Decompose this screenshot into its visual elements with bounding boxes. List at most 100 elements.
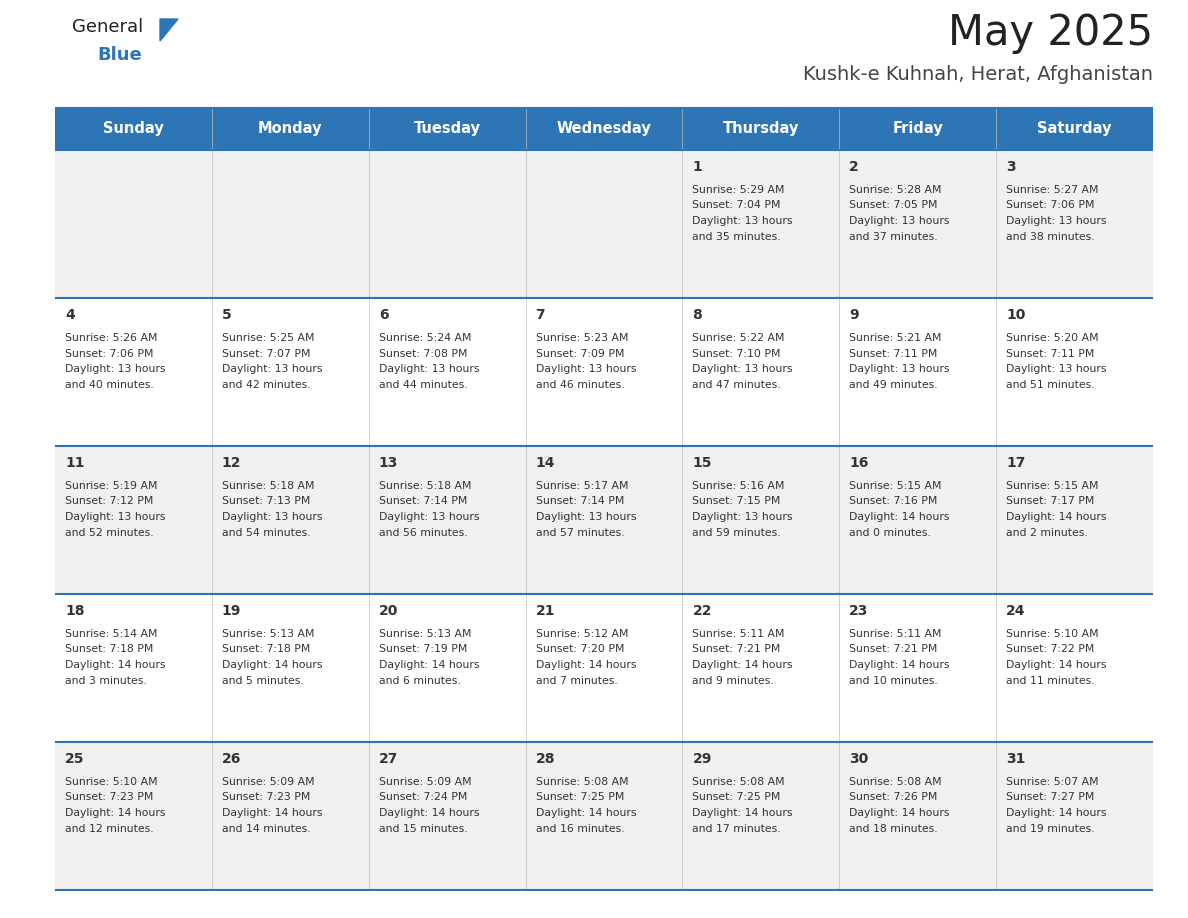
Text: Sunset: 7:06 PM: Sunset: 7:06 PM — [1006, 200, 1094, 210]
Text: Sunset: 7:27 PM: Sunset: 7:27 PM — [1006, 792, 1094, 802]
Text: Sunset: 7:08 PM: Sunset: 7:08 PM — [379, 349, 467, 359]
Text: 24: 24 — [1006, 604, 1025, 618]
Text: Sunset: 7:21 PM: Sunset: 7:21 PM — [693, 644, 781, 655]
Text: 30: 30 — [849, 752, 868, 766]
Text: Daylight: 13 hours: Daylight: 13 hours — [693, 512, 792, 522]
Text: Sunrise: 5:28 AM: Sunrise: 5:28 AM — [849, 185, 942, 195]
Text: Daylight: 13 hours: Daylight: 13 hours — [536, 364, 636, 374]
Text: 22: 22 — [693, 604, 712, 618]
Text: Monday: Monday — [258, 121, 322, 137]
Text: Sunset: 7:12 PM: Sunset: 7:12 PM — [65, 497, 153, 507]
Text: 28: 28 — [536, 752, 555, 766]
Text: Daylight: 14 hours: Daylight: 14 hours — [222, 808, 322, 818]
Text: and 19 minutes.: and 19 minutes. — [1006, 823, 1095, 834]
Text: and 42 minutes.: and 42 minutes. — [222, 379, 310, 389]
Text: Sunset: 7:09 PM: Sunset: 7:09 PM — [536, 349, 624, 359]
Bar — [55, 108, 1154, 150]
Text: Daylight: 14 hours: Daylight: 14 hours — [849, 660, 949, 670]
Text: Sunrise: 5:23 AM: Sunrise: 5:23 AM — [536, 333, 628, 343]
Text: Sunrise: 5:21 AM: Sunrise: 5:21 AM — [849, 333, 942, 343]
Text: and 9 minutes.: and 9 minutes. — [693, 676, 775, 686]
Text: Sunrise: 5:09 AM: Sunrise: 5:09 AM — [379, 777, 472, 787]
Text: Sunrise: 5:13 AM: Sunrise: 5:13 AM — [379, 629, 472, 639]
Text: Daylight: 13 hours: Daylight: 13 hours — [849, 364, 949, 374]
Text: Sunrise: 5:15 AM: Sunrise: 5:15 AM — [849, 481, 942, 491]
Text: and 47 minutes.: and 47 minutes. — [693, 379, 781, 389]
Text: Sunrise: 5:25 AM: Sunrise: 5:25 AM — [222, 333, 315, 343]
Text: Sunset: 7:25 PM: Sunset: 7:25 PM — [536, 792, 624, 802]
Text: 15: 15 — [693, 456, 712, 470]
Text: and 57 minutes.: and 57 minutes. — [536, 528, 624, 538]
Text: Sunset: 7:18 PM: Sunset: 7:18 PM — [222, 644, 310, 655]
Text: Sunset: 7:04 PM: Sunset: 7:04 PM — [693, 200, 781, 210]
Text: Sunrise: 5:18 AM: Sunrise: 5:18 AM — [222, 481, 315, 491]
Text: and 16 minutes.: and 16 minutes. — [536, 823, 624, 834]
Text: 14: 14 — [536, 456, 555, 470]
Text: and 54 minutes.: and 54 minutes. — [222, 528, 310, 538]
Text: Sunset: 7:14 PM: Sunset: 7:14 PM — [536, 497, 624, 507]
Text: and 18 minutes.: and 18 minutes. — [849, 823, 937, 834]
Text: Sunrise: 5:22 AM: Sunrise: 5:22 AM — [693, 333, 785, 343]
Text: Daylight: 14 hours: Daylight: 14 hours — [65, 808, 165, 818]
Text: Sunrise: 5:17 AM: Sunrise: 5:17 AM — [536, 481, 628, 491]
Text: Daylight: 13 hours: Daylight: 13 hours — [536, 512, 636, 522]
Text: and 40 minutes.: and 40 minutes. — [65, 379, 153, 389]
Text: 29: 29 — [693, 752, 712, 766]
Text: Sunset: 7:10 PM: Sunset: 7:10 PM — [693, 349, 781, 359]
Text: 17: 17 — [1006, 456, 1025, 470]
Text: Friday: Friday — [892, 121, 943, 137]
Text: 20: 20 — [379, 604, 398, 618]
Text: Sunset: 7:17 PM: Sunset: 7:17 PM — [1006, 497, 1094, 507]
Text: 18: 18 — [65, 604, 84, 618]
Text: General: General — [72, 18, 144, 36]
Text: Daylight: 13 hours: Daylight: 13 hours — [222, 364, 322, 374]
Text: Daylight: 14 hours: Daylight: 14 hours — [536, 660, 636, 670]
Text: 11: 11 — [65, 456, 84, 470]
Text: Sunrise: 5:15 AM: Sunrise: 5:15 AM — [1006, 481, 1099, 491]
Text: Wednesday: Wednesday — [557, 121, 651, 137]
Text: Sunset: 7:21 PM: Sunset: 7:21 PM — [849, 644, 937, 655]
Text: Sunset: 7:22 PM: Sunset: 7:22 PM — [1006, 644, 1094, 655]
Text: Daylight: 14 hours: Daylight: 14 hours — [65, 660, 165, 670]
Text: 3: 3 — [1006, 160, 1016, 174]
Text: 8: 8 — [693, 308, 702, 322]
Text: and 44 minutes.: and 44 minutes. — [379, 379, 467, 389]
Bar — [55, 150, 1154, 298]
Text: Daylight: 14 hours: Daylight: 14 hours — [849, 808, 949, 818]
Text: 12: 12 — [222, 456, 241, 470]
Text: 2: 2 — [849, 160, 859, 174]
Text: Sunrise: 5:29 AM: Sunrise: 5:29 AM — [693, 185, 785, 195]
Text: Sunset: 7:11 PM: Sunset: 7:11 PM — [849, 349, 937, 359]
Text: and 0 minutes.: and 0 minutes. — [849, 528, 931, 538]
Bar — [55, 594, 1154, 742]
Text: 31: 31 — [1006, 752, 1025, 766]
Text: Daylight: 13 hours: Daylight: 13 hours — [65, 364, 165, 374]
Text: 5: 5 — [222, 308, 232, 322]
Text: Daylight: 14 hours: Daylight: 14 hours — [379, 808, 479, 818]
Text: Sunrise: 5:13 AM: Sunrise: 5:13 AM — [222, 629, 315, 639]
Text: Sunset: 7:06 PM: Sunset: 7:06 PM — [65, 349, 153, 359]
Text: Sunrise: 5:26 AM: Sunrise: 5:26 AM — [65, 333, 158, 343]
Text: Sunset: 7:16 PM: Sunset: 7:16 PM — [849, 497, 937, 507]
Text: Tuesday: Tuesday — [413, 121, 481, 137]
Text: Sunset: 7:18 PM: Sunset: 7:18 PM — [65, 644, 153, 655]
Text: Sunrise: 5:24 AM: Sunrise: 5:24 AM — [379, 333, 472, 343]
Text: Daylight: 14 hours: Daylight: 14 hours — [222, 660, 322, 670]
Bar — [55, 742, 1154, 890]
Text: and 51 minutes.: and 51 minutes. — [1006, 379, 1095, 389]
Text: 4: 4 — [65, 308, 75, 322]
Text: 23: 23 — [849, 604, 868, 618]
Text: 27: 27 — [379, 752, 398, 766]
Text: Daylight: 13 hours: Daylight: 13 hours — [379, 364, 479, 374]
Text: and 7 minutes.: and 7 minutes. — [536, 676, 618, 686]
Text: and 46 minutes.: and 46 minutes. — [536, 379, 624, 389]
Text: Daylight: 13 hours: Daylight: 13 hours — [222, 512, 322, 522]
Text: and 5 minutes.: and 5 minutes. — [222, 676, 304, 686]
Text: Daylight: 14 hours: Daylight: 14 hours — [1006, 660, 1107, 670]
Text: Sunset: 7:26 PM: Sunset: 7:26 PM — [849, 792, 937, 802]
Text: Sunset: 7:20 PM: Sunset: 7:20 PM — [536, 644, 624, 655]
Text: Sunrise: 5:08 AM: Sunrise: 5:08 AM — [693, 777, 785, 787]
Text: Sunrise: 5:19 AM: Sunrise: 5:19 AM — [65, 481, 158, 491]
Text: Daylight: 13 hours: Daylight: 13 hours — [1006, 216, 1107, 226]
Text: Sunset: 7:13 PM: Sunset: 7:13 PM — [222, 497, 310, 507]
